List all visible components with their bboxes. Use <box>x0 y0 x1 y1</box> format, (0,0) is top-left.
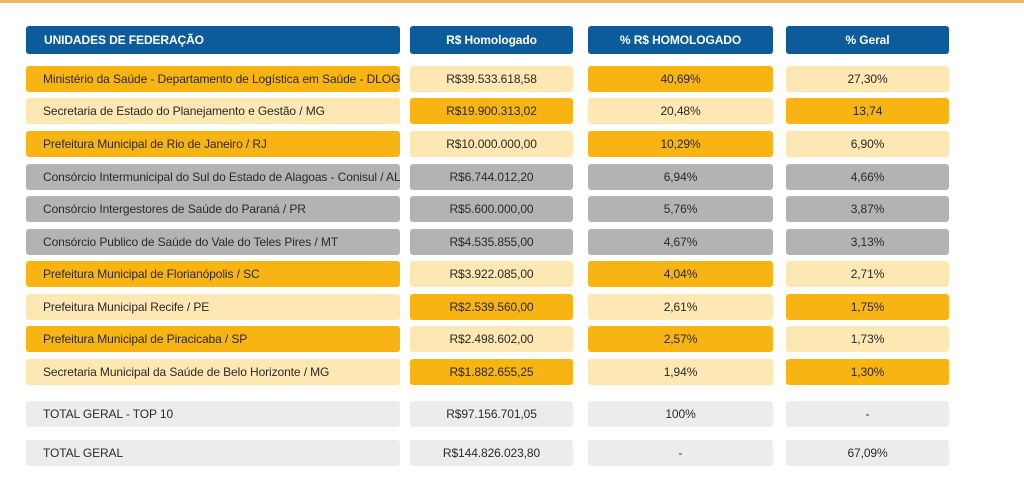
total-geral-pct: - <box>588 440 773 466</box>
row-4-valor: R$6.744.012,20 <box>410 164 573 190</box>
total-geral-valor: R$144.826.023,80 <box>410 440 573 466</box>
row-6-name: Consórcio Publico de Saúde do Vale do Te… <box>26 229 400 255</box>
row-5-pct: 5,76% <box>588 196 773 222</box>
row-2-geral: 13,74 <box>786 98 949 124</box>
header-unidades: UNIDADES DE FEDERAÇÃO <box>26 26 400 54</box>
row-5-geral: 3,87% <box>786 196 949 222</box>
row-2-pct: 20,48% <box>588 98 773 124</box>
row-4-name: Consórcio Intermunicipal do Sul do Estad… <box>26 164 400 190</box>
header-homologado: R$ Homologado <box>410 26 573 54</box>
row-5-name: Consórcio Intergestores de Saúde do Para… <box>26 196 400 222</box>
row-3-geral: 6,90% <box>786 131 949 157</box>
row-8-pct: 2,61% <box>588 294 773 320</box>
total-top10-valor: R$97.156.701,05 <box>410 401 573 427</box>
row-5-valor: R$5.600.000,00 <box>410 196 573 222</box>
row-2-valor: R$19.900.313,02 <box>410 98 573 124</box>
row-3-name: Prefeitura Municipal de Rio de Janeiro /… <box>26 131 400 157</box>
total-geral-name: TOTAL GERAL <box>26 440 400 466</box>
row-6-pct: 4,67% <box>588 229 773 255</box>
total-top10-geral: - <box>786 401 949 427</box>
header-pct-homologado: % R$ HOMOLOGADO <box>588 26 773 54</box>
row-1-valor: R$39.533.618,58 <box>410 66 573 92</box>
row-9-pct: 2,57% <box>588 326 773 352</box>
row-8-valor: R$2.539.560,00 <box>410 294 573 320</box>
row-3-valor: R$10.000.000,00 <box>410 131 573 157</box>
row-1-pct: 40,69% <box>588 66 773 92</box>
row-3-pct: 10,29% <box>588 131 773 157</box>
row-9-geral: 1,73% <box>786 326 949 352</box>
row-4-pct: 6,94% <box>588 164 773 190</box>
row-8-geral: 1,75% <box>786 294 949 320</box>
row-6-geral: 3,13% <box>786 229 949 255</box>
total-geral-geral: 67,09% <box>786 440 949 466</box>
total-top10-name: TOTAL GERAL - TOP 10 <box>26 401 400 427</box>
row-2-name: Secretaria de Estado do Planejamento e G… <box>26 98 400 124</box>
row-8-name: Prefeitura Municipal Recife / PE <box>26 294 400 320</box>
row-4-geral: 4,66% <box>786 164 949 190</box>
row-10-pct: 1,94% <box>588 359 773 385</box>
row-7-geral: 2,71% <box>786 261 949 287</box>
row-1-geral: 27,30% <box>786 66 949 92</box>
row-7-valor: R$3.922.085,00 <box>410 261 573 287</box>
row-10-valor: R$1.882.655,25 <box>410 359 573 385</box>
row-10-geral: 1,30% <box>786 359 949 385</box>
row-10-name: Secretaria Municipal da Saúde de Belo Ho… <box>26 359 400 385</box>
row-7-name: Prefeitura Municipal de Florianópolis / … <box>26 261 400 287</box>
row-1-name: Ministério da Saúde - Departamento de Lo… <box>26 66 400 92</box>
total-top10-pct: 100% <box>588 401 773 427</box>
row-6-valor: R$4.535.855,00 <box>410 229 573 255</box>
row-9-name: Prefeitura Municipal de Piracicaba / SP <box>26 326 400 352</box>
row-7-pct: 4,04% <box>588 261 773 287</box>
top-accent-line <box>0 0 1024 3</box>
header-pct-geral: % Geral <box>786 26 949 54</box>
row-9-valor: R$2.498.602,00 <box>410 326 573 352</box>
